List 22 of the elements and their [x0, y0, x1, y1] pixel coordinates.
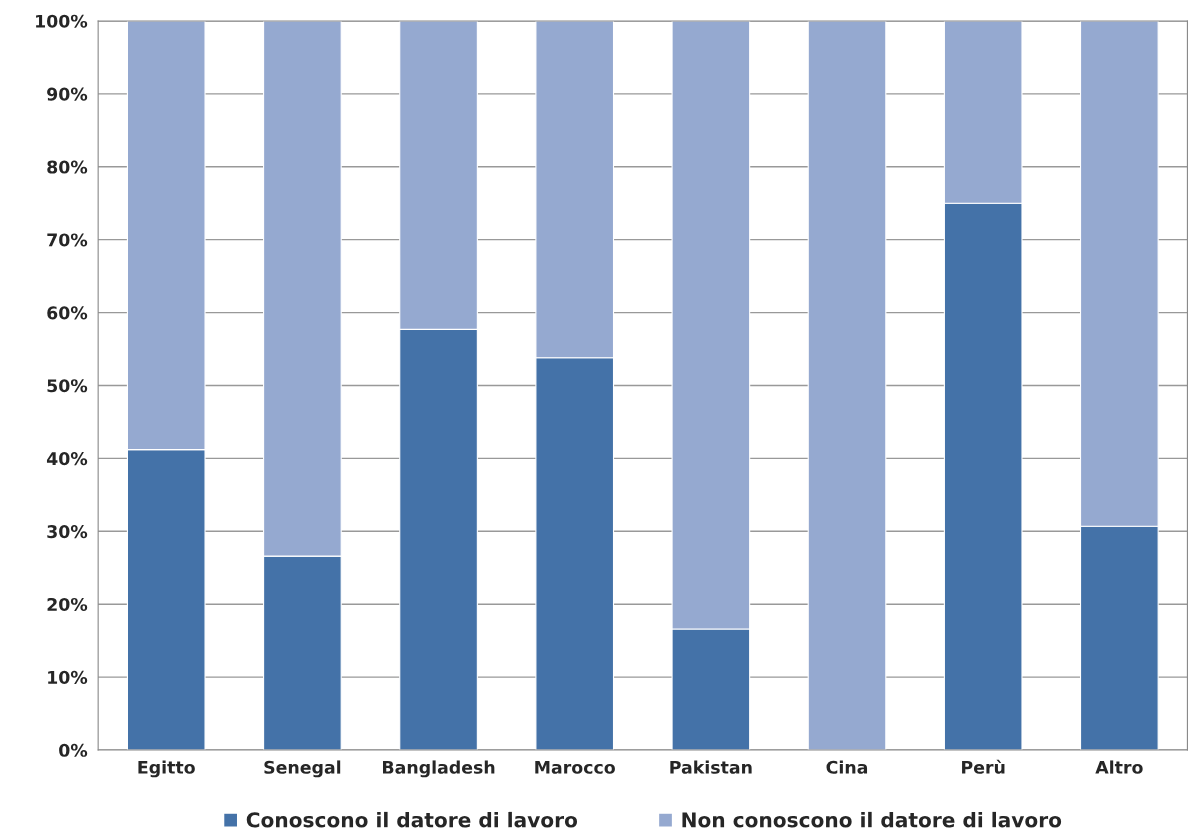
x-tick-label: Pakistan [670, 760, 752, 774]
y-tick-label: 20% [47, 597, 88, 612]
x-tick-label: Altro [1095, 760, 1143, 774]
x-tick-label: Marocco [535, 760, 615, 774]
x-tick-label: Egitto [138, 760, 195, 778]
y-tick-label: 90% [47, 87, 88, 101]
y-tick-label: 80% [47, 160, 88, 174]
bar [807, 20, 887, 751]
legend-label: Conoscono il datore di lavoro [246, 811, 578, 828]
y-tick-label: 50% [47, 379, 88, 393]
y-tick-label: 0% [59, 743, 88, 757]
y-tick-label: 60% [47, 306, 88, 320]
y-tick-label: 70% [47, 233, 88, 247]
x-tick-label: Perù [962, 759, 1005, 774]
x-tick-label: Cina [826, 760, 868, 774]
y-tick-label: 40% [46, 452, 88, 466]
x-tick-label: Bangladesh [383, 760, 495, 778]
y-tick-label: 100% [36, 14, 88, 28]
x-tick-label: Senegal [264, 760, 341, 778]
legend-label: Non conoscono il datore di lavoro [682, 811, 1062, 828]
y-tick-label: 10% [48, 670, 88, 684]
y-tick-label: 30% [47, 525, 88, 539]
